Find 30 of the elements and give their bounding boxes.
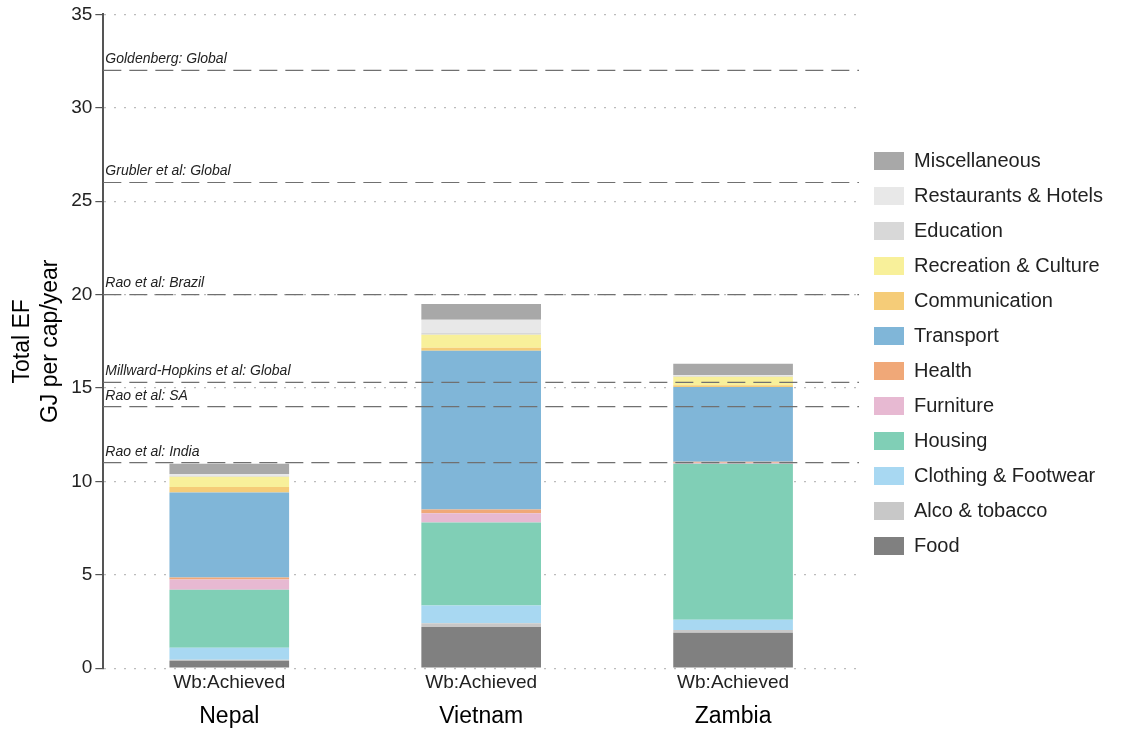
ref-line-label: Millward-Hopkins et al: Global bbox=[105, 362, 292, 379]
ref-line-label: Goldenberg: Global bbox=[105, 50, 228, 67]
legend-label: Health bbox=[914, 358, 972, 381]
ref-line-label: Rao et al: India bbox=[105, 442, 200, 459]
legend-label: Clothing & Footwear bbox=[914, 463, 1096, 486]
ref-line-label: Grubler et al: Global bbox=[105, 162, 232, 179]
legend-label: Restaurants & Hotels bbox=[914, 183, 1104, 206]
y-tick-label: 30 bbox=[71, 96, 93, 118]
legend-label: Food bbox=[914, 533, 960, 556]
category-label: Wb:Achieved Zambia bbox=[677, 670, 790, 728]
legend-label: Furniture bbox=[914, 393, 995, 416]
legend-label: Recreation & Culture bbox=[914, 253, 1100, 276]
ref-line-label: Rao et al: Brazil bbox=[105, 274, 206, 291]
y-axis-title: Total EF GJ per cap/year bbox=[8, 259, 62, 424]
category-label: Wb:Achieved Nepal bbox=[173, 670, 286, 728]
legend-label: Communication bbox=[914, 288, 1053, 311]
category-label: Wb:Achieved Vietnam bbox=[425, 670, 538, 728]
y-tick-label: 15 bbox=[71, 376, 93, 398]
y-tick-label: 10 bbox=[71, 469, 93, 491]
legend-label: Transport bbox=[914, 323, 1000, 346]
y-tick-label: 5 bbox=[81, 563, 93, 585]
y-tick-label: 20 bbox=[71, 282, 93, 304]
y-tick-label: 0 bbox=[81, 656, 93, 678]
legend-label: Miscellaneous bbox=[914, 148, 1041, 171]
legend-label: Alco & tobacco bbox=[914, 498, 1048, 521]
legend-label: Education bbox=[914, 218, 1003, 241]
y-tick-label: 25 bbox=[71, 189, 93, 211]
legend-label: Housing bbox=[914, 428, 988, 451]
y-tick-label: 35 bbox=[71, 2, 93, 24]
ref-line-label: Rao et al: SA bbox=[105, 386, 188, 403]
